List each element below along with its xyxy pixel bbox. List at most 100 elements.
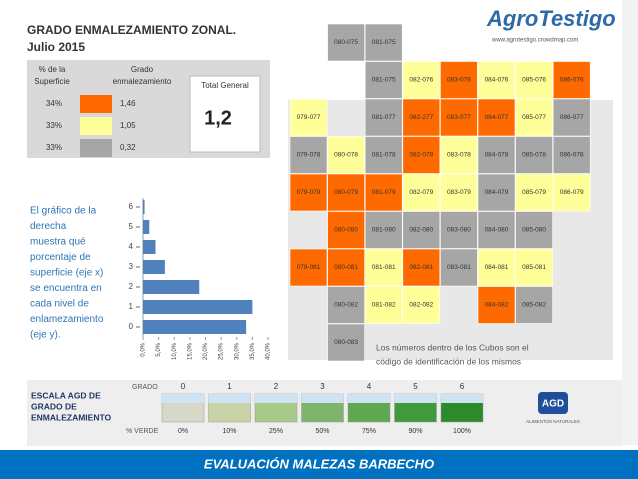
legend-swatch bbox=[80, 117, 112, 135]
total-value: 1,2 bbox=[204, 107, 232, 129]
map-cell bbox=[477, 136, 516, 174]
map-cell-label: 082-079 bbox=[409, 189, 433, 196]
map-cell-label: 086-077 bbox=[560, 114, 584, 121]
map-cell bbox=[515, 248, 553, 287]
description-line: derecha bbox=[30, 221, 67, 232]
legend-pct: 33% bbox=[46, 143, 62, 152]
map-cell bbox=[477, 61, 516, 99]
y-tick-label: 2 bbox=[129, 282, 134, 291]
map-cell-label: 085-078 bbox=[522, 152, 546, 159]
map-cell-label: 080-081 bbox=[334, 264, 358, 271]
map-cell bbox=[440, 61, 478, 99]
map-cell bbox=[364, 211, 403, 249]
map-cell-label: 081-078 bbox=[372, 152, 396, 159]
green-value: 75% bbox=[362, 428, 376, 435]
map-cell-label: 081-079 bbox=[372, 189, 396, 196]
grade-value: 5 bbox=[413, 382, 418, 391]
map-cell bbox=[364, 98, 403, 137]
map-cell bbox=[402, 173, 441, 212]
map-cell-label: 080-075 bbox=[334, 39, 358, 46]
map-cell-label: 084-077 bbox=[485, 114, 509, 121]
map-cell bbox=[364, 248, 403, 287]
map-cell bbox=[327, 173, 365, 212]
legend-header: Grado bbox=[131, 65, 154, 74]
map-cell-label: 081-075 bbox=[372, 39, 396, 46]
map-cell-label: 080-082 bbox=[334, 302, 358, 309]
y-tick-label: 5 bbox=[129, 222, 134, 231]
grade-sky bbox=[348, 394, 390, 403]
legend-header: Total General bbox=[201, 81, 249, 90]
map-cell bbox=[552, 136, 591, 174]
map-cell bbox=[515, 211, 553, 249]
x-tick-label: 30,0% bbox=[234, 342, 240, 360]
bar bbox=[143, 260, 165, 274]
map-cell-label: 082-081 bbox=[409, 264, 433, 271]
map-cell-label: 084-081 bbox=[485, 264, 509, 271]
map-cell bbox=[515, 61, 553, 99]
x-tick-label: 25,0% bbox=[219, 342, 225, 360]
legend-swatch bbox=[80, 95, 112, 113]
map-cell bbox=[364, 286, 403, 324]
map-cell-label: 084-082 bbox=[485, 302, 509, 309]
description-line: (eje y). bbox=[30, 330, 61, 341]
map-cell-label: 082-076 bbox=[409, 77, 433, 84]
grade-label: GRADO bbox=[132, 384, 158, 391]
map-cell-label: 085-077 bbox=[522, 114, 546, 121]
x-tick-label: 35,0% bbox=[250, 342, 256, 360]
legend-value: 0,32 bbox=[120, 143, 136, 152]
grade-value: 1 bbox=[227, 382, 232, 391]
map-cell bbox=[364, 61, 403, 99]
map-caption: código de identificación de los mismos bbox=[376, 356, 521, 366]
map-cell bbox=[327, 248, 365, 287]
y-tick-label: 0 bbox=[129, 322, 134, 331]
title: GRADO ENMALEZAMIENTO ZONAL. bbox=[27, 23, 236, 37]
map-cell bbox=[327, 136, 365, 174]
legend-value: 1,05 bbox=[120, 121, 136, 130]
map-cell bbox=[402, 286, 441, 324]
map-cell bbox=[327, 323, 365, 362]
grade-sky bbox=[162, 394, 204, 403]
map-cell-label: 084-079 bbox=[485, 189, 509, 196]
bar bbox=[143, 280, 200, 294]
y-tick-label: 6 bbox=[129, 202, 134, 211]
map-cell-label: 081-081 bbox=[372, 264, 396, 271]
y-tick-label: 1 bbox=[129, 302, 134, 311]
map-cell-label: 085-082 bbox=[522, 302, 546, 309]
map-cell-label: 081-077 bbox=[372, 114, 396, 121]
legend-header: % de la bbox=[39, 65, 66, 74]
legend-value: 1,46 bbox=[120, 99, 136, 108]
grade-sky bbox=[255, 394, 297, 403]
map-cell bbox=[364, 173, 403, 212]
grade-sky bbox=[301, 394, 344, 403]
map-cell-label: 082-082 bbox=[409, 302, 433, 309]
map-cell bbox=[552, 61, 591, 99]
footer-bar bbox=[0, 450, 638, 479]
map-cell bbox=[364, 136, 403, 174]
map-cell bbox=[515, 286, 553, 324]
map-cell bbox=[402, 136, 441, 174]
map-caption: Los números dentro de los Cubos son el bbox=[376, 342, 529, 352]
bar bbox=[143, 240, 156, 254]
total-box bbox=[189, 75, 261, 153]
green-label: % VERDE bbox=[126, 428, 159, 435]
green-value: 10% bbox=[222, 428, 236, 435]
map-cell-label: 082-277 bbox=[409, 114, 433, 121]
map-cell bbox=[515, 98, 553, 137]
bar bbox=[143, 200, 145, 214]
map-cell-label: 082-080 bbox=[409, 227, 433, 234]
map-cell-label: 086-076 bbox=[560, 77, 584, 84]
map-cell bbox=[552, 173, 591, 212]
map-cell bbox=[289, 136, 328, 174]
brand-badge bbox=[538, 392, 568, 414]
grade-value: 0 bbox=[181, 382, 186, 391]
map-cell bbox=[327, 286, 365, 324]
map-cell-label: 080-079 bbox=[334, 189, 358, 196]
map-cell-label: 083-078 bbox=[447, 152, 471, 159]
description-line: enlamezamiento bbox=[30, 314, 104, 325]
map-cell-label: 083-076 bbox=[447, 77, 471, 84]
x-tick-label: 40,0% bbox=[266, 342, 272, 360]
grade-value: 2 bbox=[274, 382, 279, 391]
map-cell-label: 084-078 bbox=[485, 152, 509, 159]
description-line: El gráfico de la bbox=[30, 206, 97, 217]
brand: AGD bbox=[542, 399, 564, 410]
